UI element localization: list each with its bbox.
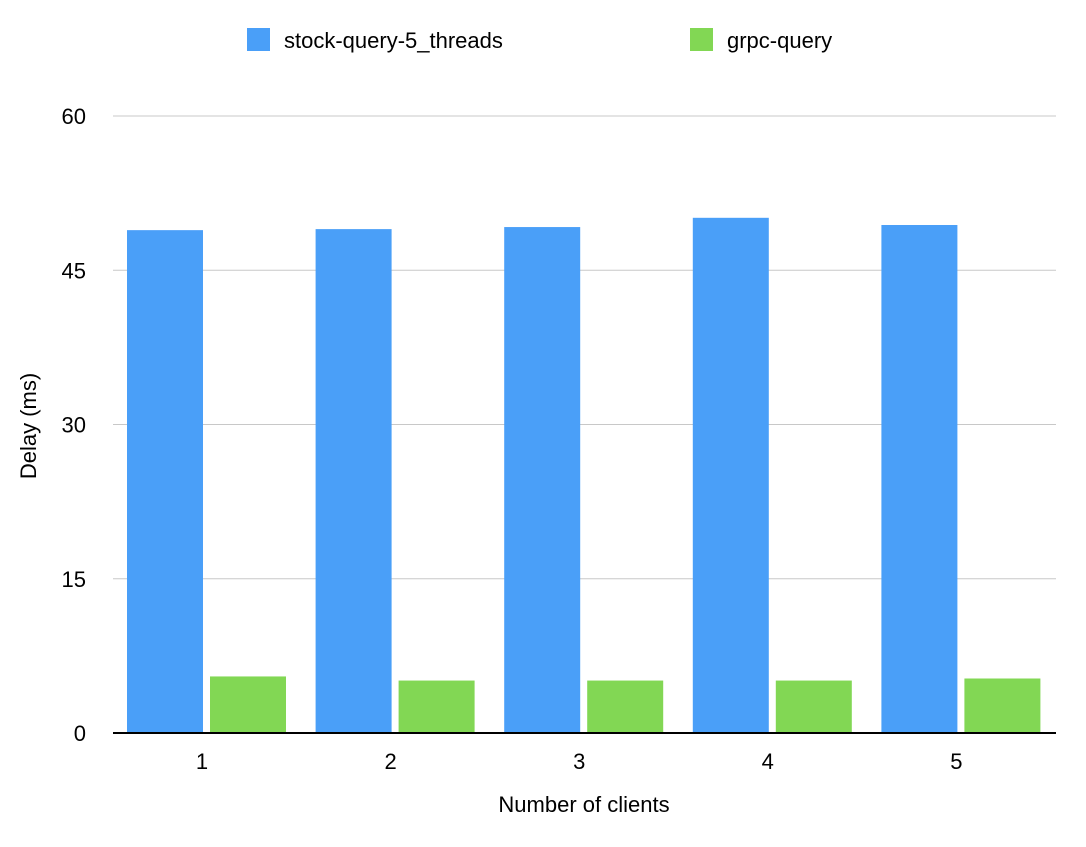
bar-grpc-query-5 bbox=[964, 678, 1041, 733]
y-tick-label: 15 bbox=[62, 567, 86, 592]
legend-swatch bbox=[690, 28, 713, 51]
y-tick-label: 0 bbox=[74, 721, 86, 746]
x-tick-label: 1 bbox=[196, 749, 208, 774]
bar-stock-query-5-threads-2 bbox=[315, 229, 392, 733]
legend: stock-query-5_threads grpc-query bbox=[247, 28, 832, 53]
bar-grpc-query-3 bbox=[587, 680, 664, 733]
bar-stock-query-5-threads-1 bbox=[127, 230, 203, 733]
y-axis-label: Delay (ms) bbox=[16, 373, 41, 479]
bar-grpc-query-4 bbox=[775, 680, 852, 733]
x-tick-label: 4 bbox=[762, 749, 774, 774]
x-axis-label: Number of clients bbox=[498, 792, 669, 817]
y-tick-label: 45 bbox=[62, 258, 86, 283]
y-tick-label: 30 bbox=[62, 413, 86, 438]
x-tick-label: 2 bbox=[384, 749, 396, 774]
x-tick-label: 3 bbox=[573, 749, 585, 774]
legend-label: grpc-query bbox=[727, 28, 832, 53]
bar-grpc-query-1 bbox=[210, 676, 286, 733]
bars bbox=[127, 217, 1041, 733]
bar-stock-query-5-threads-4 bbox=[692, 217, 769, 733]
bar-grpc-query-2 bbox=[398, 680, 475, 733]
bar-stock-query-5-threads-5 bbox=[881, 225, 958, 733]
x-tick-label: 5 bbox=[950, 749, 962, 774]
legend-label: stock-query-5_threads bbox=[284, 28, 503, 53]
legend-swatch bbox=[247, 28, 270, 51]
y-tick-label: 60 bbox=[62, 104, 86, 129]
bar-stock-query-5-threads-3 bbox=[504, 227, 581, 733]
